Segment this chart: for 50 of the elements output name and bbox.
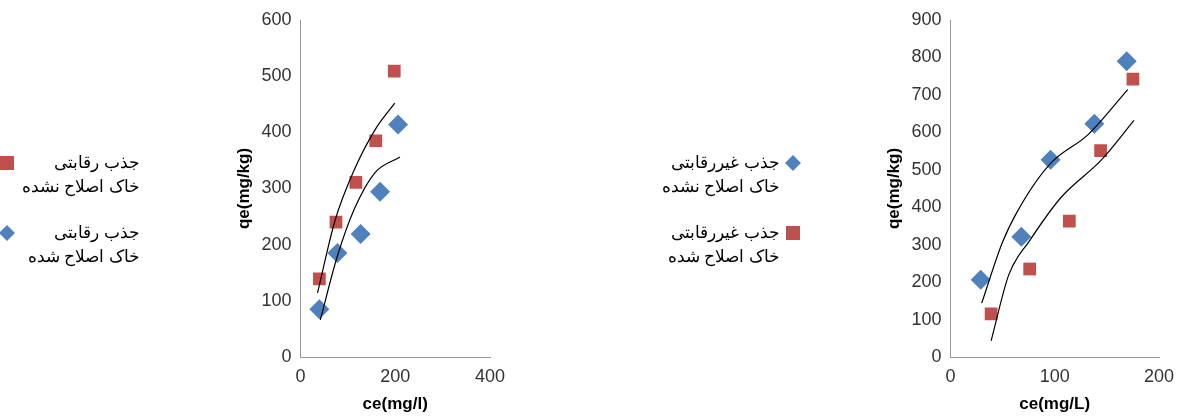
- point: [388, 114, 409, 135]
- x-tick-label: 100: [1039, 365, 1070, 386]
- point: [1084, 113, 1105, 134]
- point: [387, 64, 401, 78]
- y-axis-title: qe(mg/kg): [233, 147, 253, 230]
- x-tick-label: 400: [474, 365, 506, 386]
- y-tick-label: 100: [911, 308, 942, 329]
- x-axis-title: ce(mg/L): [1019, 394, 1091, 414]
- point: [1062, 214, 1076, 228]
- x-tick-label: 200: [380, 365, 411, 386]
- y-tick-label: 0: [931, 345, 942, 366]
- point: [350, 224, 371, 244]
- y-tick-label: 600: [261, 8, 292, 29]
- y-tick-label: 200: [261, 233, 292, 254]
- y-tick-label: 500: [261, 65, 292, 86]
- legend-label: جذب غیررقابتی خاک اصلاح شده: [666, 221, 780, 269]
- point: [1040, 149, 1061, 170]
- legend-label: جذب غیررقابتی خاک اصلاح نشده: [660, 151, 780, 199]
- y-tick-label: 400: [261, 121, 292, 142]
- x-axis-title: ce(mg/l): [362, 394, 428, 414]
- y-tick-label: 100: [261, 289, 292, 310]
- point: [970, 269, 991, 290]
- line-series: [316, 102, 396, 294]
- x-tick-label: 200: [1143, 365, 1175, 386]
- legend-label: جذب رقابتی خاک اصلاح نشده: [20, 151, 140, 199]
- x-tick-label: 0: [945, 365, 956, 386]
- y-axis-title: qe(mg/kg): [883, 147, 903, 230]
- y-tick-label: 400: [911, 196, 942, 217]
- point: [1023, 262, 1037, 276]
- y-tick-label: 0: [281, 345, 292, 366]
- y-tick-label: 600: [911, 121, 942, 142]
- x-tick-label: 0: [295, 365, 306, 386]
- y-tick-label: 500: [911, 158, 942, 179]
- y-tick-label: 900: [911, 8, 942, 29]
- y-tick-label: 200: [911, 271, 942, 292]
- legend-label: جذب رقابتی خاک اصلاح شده: [26, 221, 140, 269]
- line-series: [981, 89, 1129, 304]
- point: [370, 181, 391, 202]
- y-tick-label: 800: [911, 46, 942, 67]
- y-tick-label: 300: [911, 233, 942, 254]
- point: [369, 134, 383, 148]
- point: [1011, 226, 1032, 247]
- point: [1126, 72, 1140, 86]
- y-tick-label: 300: [261, 177, 292, 198]
- y-tick-label: 700: [911, 83, 942, 104]
- point: [1116, 51, 1137, 72]
- point: [349, 175, 363, 189]
- point: [309, 299, 330, 320]
- point: [1094, 144, 1107, 158]
- line-series: [990, 119, 1135, 342]
